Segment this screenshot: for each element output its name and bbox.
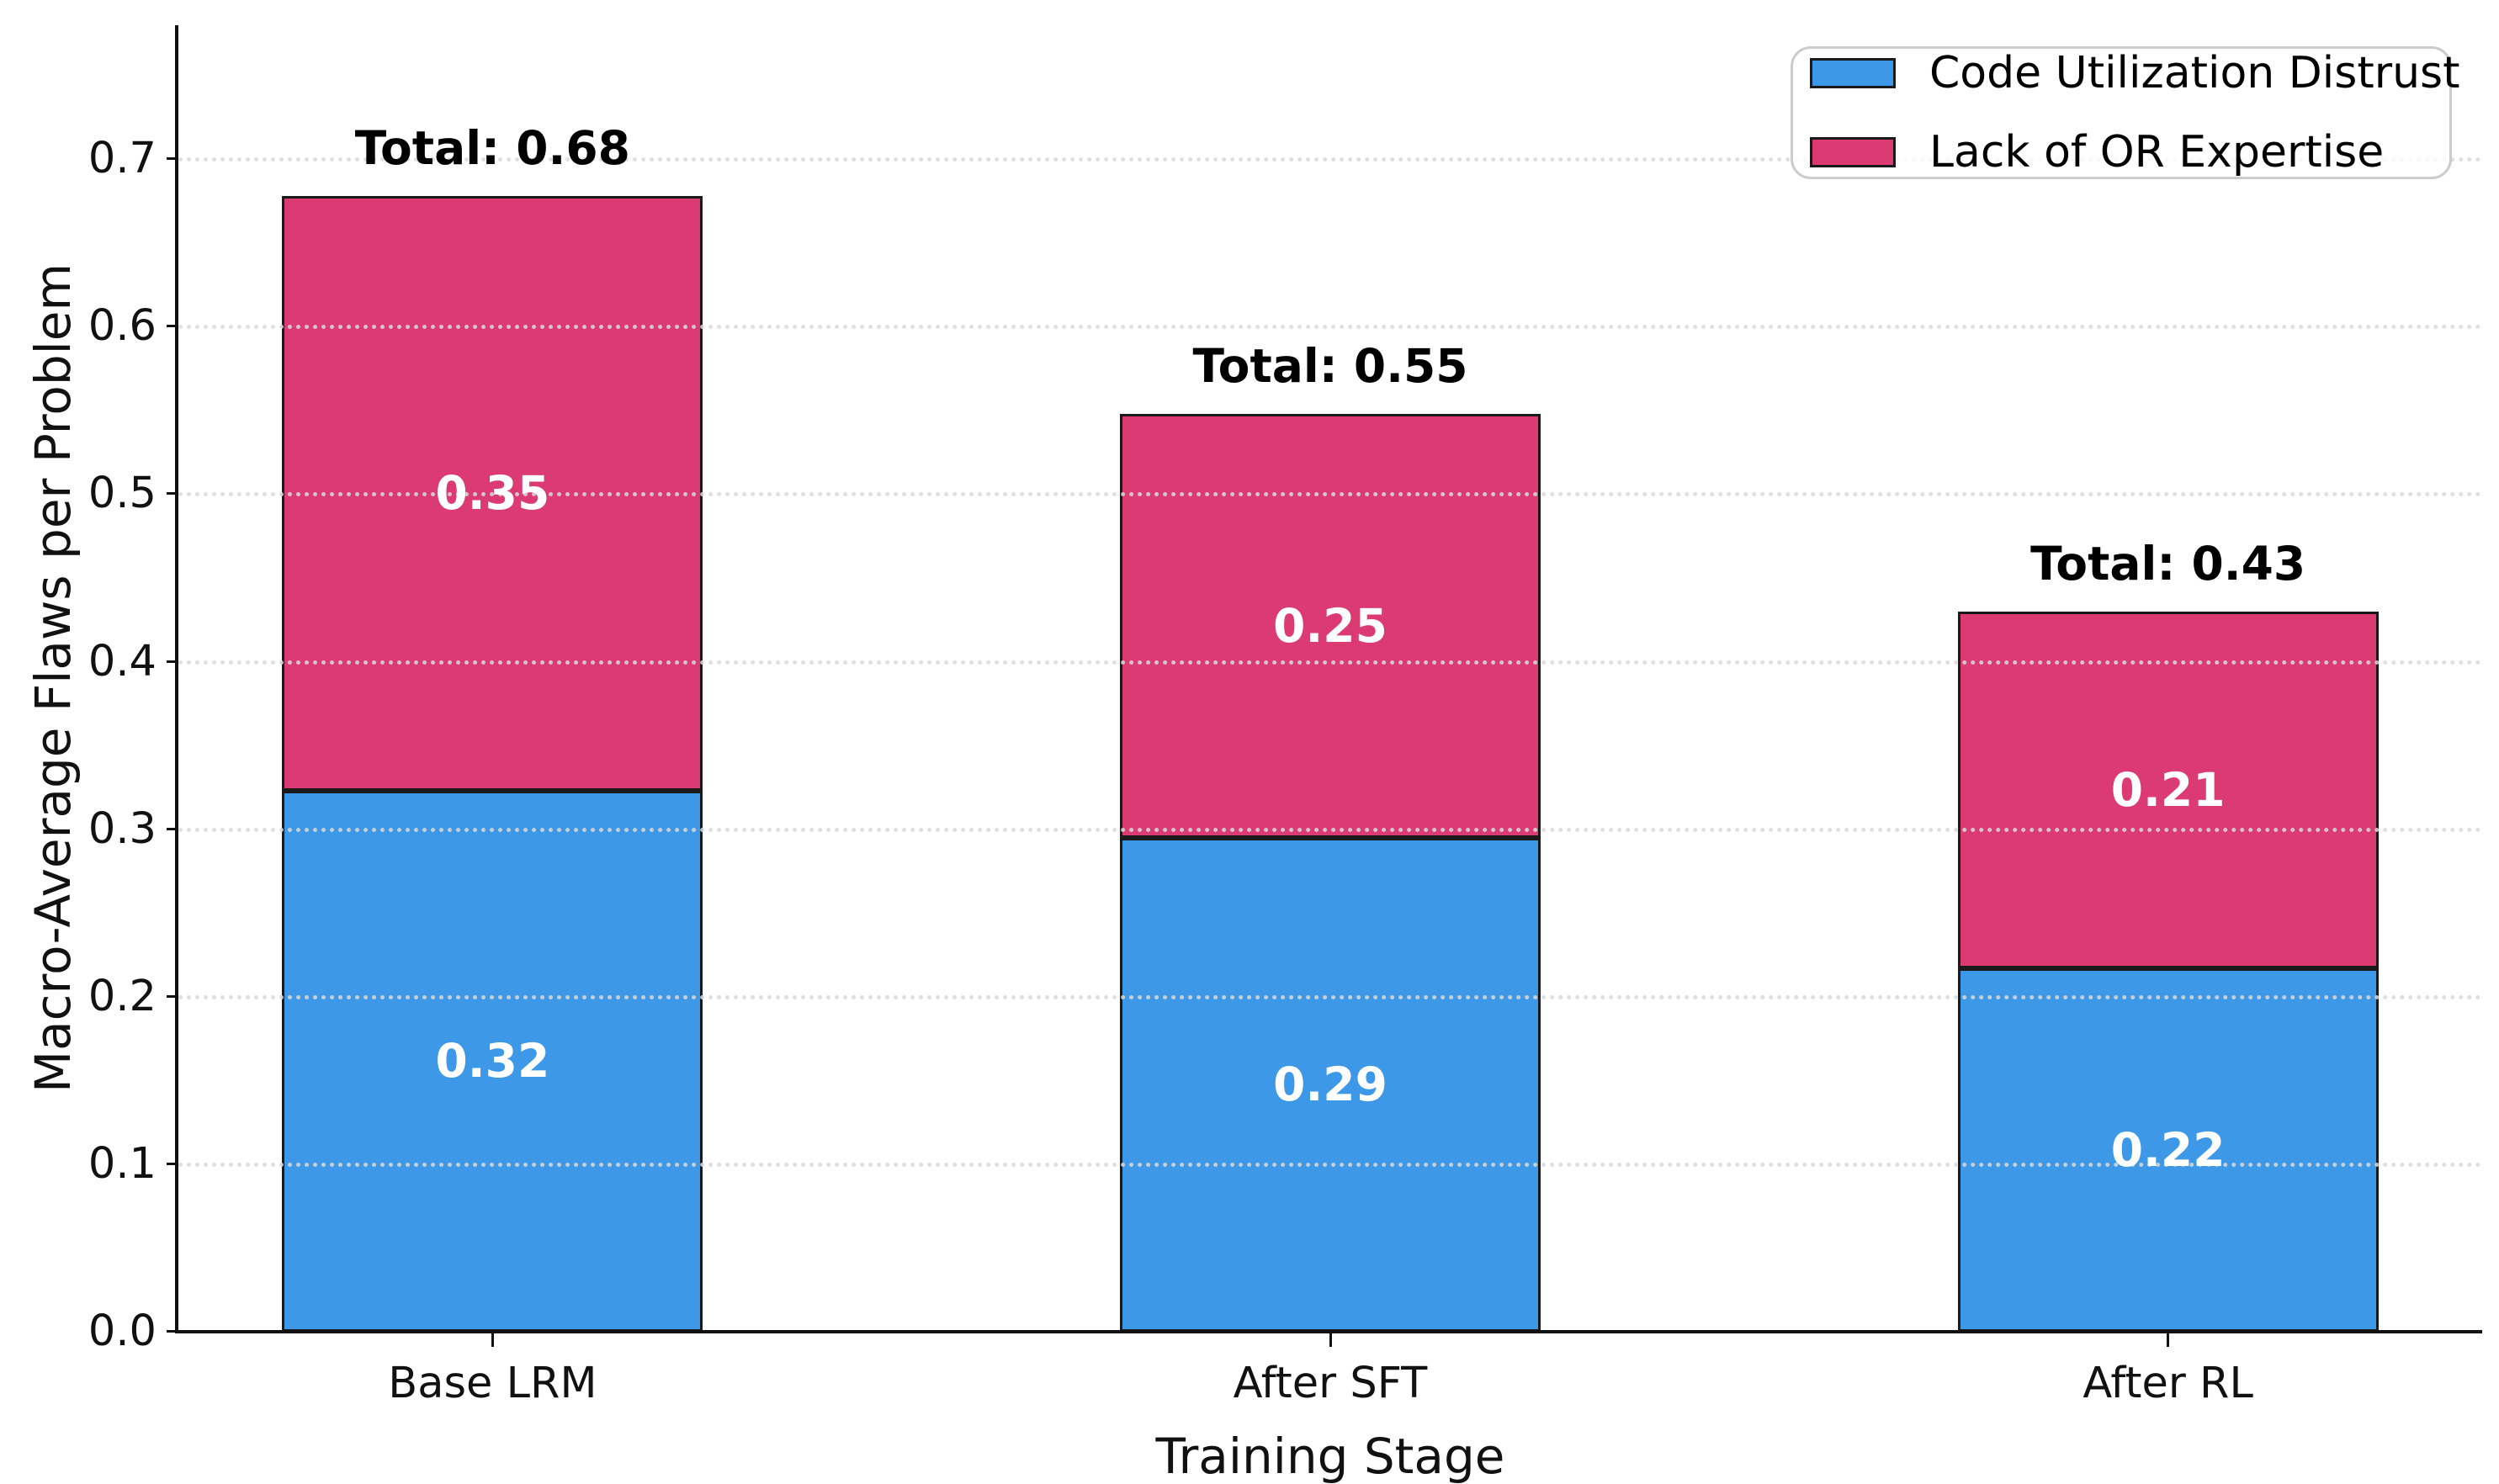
legend-swatch-pink-icon [1810,137,1896,167]
y-gridline [178,827,2482,832]
y-gridline [178,1162,2482,1167]
y-tick-mark [167,157,178,161]
bar-segment [1957,967,2379,1332]
total-label: Total: 0.43 [2030,536,2306,591]
y-tick-mark [167,1330,178,1333]
y-gridline [178,325,2482,330]
segment-value-label: 0.25 [1273,598,1387,653]
x-tick-mark [2167,1333,2170,1347]
y-gridline [178,157,2482,162]
x-axis-spine [175,1330,2482,1333]
total-label: Total: 0.68 [354,121,630,176]
legend-label: Lack of OR Expertise [1929,127,2385,178]
y-axis-spine [175,25,178,1333]
y-tick-label: 0.1 [88,1138,157,1189]
y-gridline [178,492,2482,497]
x-tick-mark [491,1333,494,1347]
legend-swatch-blue-icon [1810,58,1896,88]
x-tick-label: After RL [2082,1359,2253,1408]
x-tick-mark [1329,1333,1332,1347]
y-tick-label: 0.5 [88,469,157,519]
y-tick-label: 0.2 [88,971,157,1021]
y-tick-label: 0.7 [88,134,157,184]
y-tick-mark [167,660,178,663]
bar-segment [1120,413,1541,838]
segment-value-label: 0.35 [435,466,550,521]
y-gridline [178,660,2482,665]
segment-value-label: 0.32 [435,1034,550,1089]
y-tick-mark [167,1162,178,1165]
x-tick-label: Base LRM [388,1359,597,1408]
legend-label: Code Utilization Distrust [1929,48,2460,98]
segment-value-label: 0.29 [1273,1057,1387,1112]
y-tick-label: 0.0 [88,1306,157,1356]
segment-value-label: 0.21 [2110,762,2226,817]
y-tick-mark [167,827,178,830]
y-tick-mark [167,325,178,328]
y-axis-label: Macro-Average Flaws per Problem [24,263,82,1093]
bar-segment [282,790,703,1332]
segment-value-label: 0.22 [2110,1122,2226,1177]
y-tick-mark [167,492,178,496]
legend: Code Utilization Distrust Lack of OR Exp… [1791,46,2460,179]
bar-segment [1957,611,2379,968]
y-tick-label: 0.3 [88,803,157,854]
y-tick-mark [167,994,178,998]
total-label: Total: 0.55 [1192,338,1468,393]
legend-entry-lack-of-or-expertise: Lack of OR Expertise [1810,127,2433,178]
y-tick-label: 0.4 [88,636,157,686]
y-gridline [178,994,2482,999]
bar-segment [1120,837,1541,1332]
legend-entry-code-utilization-distrust: Code Utilization Distrust [1810,48,2460,98]
x-axis-label: Training Stage [1155,1428,1505,1484]
x-tick-label: After SFT [1233,1359,1428,1408]
y-tick-label: 0.6 [88,301,157,352]
